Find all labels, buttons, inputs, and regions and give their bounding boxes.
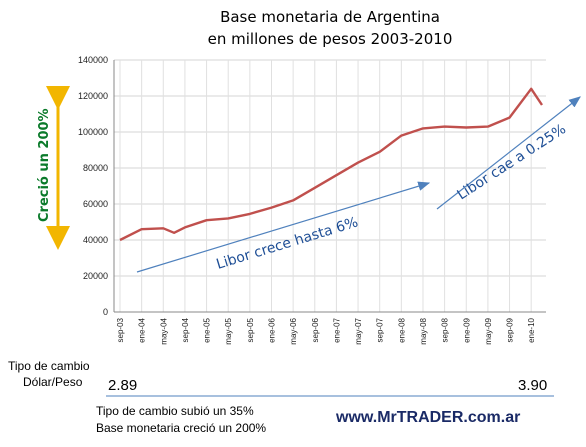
annotation-libor-cae: Libor cae a 0.25%	[454, 121, 569, 203]
tipo-cambio-start: 2.89	[108, 377, 137, 394]
x-tick-label: sep-03	[116, 317, 125, 342]
x-tick-label: ene-04	[138, 317, 147, 342]
arrow-libor-crece	[136, 181, 431, 273]
tipo-cambio-end: 3.90	[518, 377, 547, 394]
side-label-crecio: Creció un 200%	[37, 108, 52, 222]
x-tick-label: ene-06	[267, 317, 276, 342]
y-tick-label: 40000	[83, 235, 108, 245]
x-tick-label: may-06	[289, 317, 298, 344]
y-axis-ticks: 0 20000 40000 60000 80000 100000 120000 140000	[78, 55, 108, 317]
y-tick-label: 120000	[78, 91, 108, 101]
y-tick-label: 140000	[78, 55, 108, 65]
x-tick-label: sep-09	[506, 317, 515, 342]
x-tick-label: may-04	[159, 317, 168, 344]
website-url: www.MrTRADER.com.ar	[335, 409, 520, 426]
y-tick-label: 20000	[83, 271, 108, 281]
x-tick-label: ene-05	[203, 317, 212, 342]
tipo-cambio-label-2: Dólar/Peso	[23, 375, 83, 389]
x-tick-label: sep-06	[311, 317, 320, 342]
x-tick-label: may-05	[224, 317, 233, 344]
series-line-base-monetaria	[119, 87, 543, 242]
chart-title-line2: en millones de pesos 2003-2010	[208, 30, 453, 48]
chart-title-line1: Base monetaria de Argentina	[220, 8, 440, 26]
x-tick-label: sep-08	[441, 317, 450, 342]
x-tick-label: sep-07	[376, 317, 385, 342]
x-tick-label: ene-08	[397, 317, 406, 342]
x-tick-label: sep-04	[181, 317, 190, 342]
y-tick-label: 80000	[83, 163, 108, 173]
x-tick-label: may-07	[354, 317, 363, 344]
x-tick-label: ene-10	[527, 317, 536, 342]
x-axis-ticks: sep-03 ene-04 may-04 sep-04 ene-05 may-05 sep-…	[116, 317, 536, 344]
arrow-libor-cae	[436, 96, 581, 210]
x-tick-label: may-08	[419, 317, 428, 344]
note-base-monetaria: Base monetaria creció un 200%	[96, 421, 266, 435]
y-tick-label: 0	[103, 307, 108, 317]
note-tipo-cambio: Tipo de cambio subió un 35%	[96, 404, 254, 418]
y-tick-label: 60000	[83, 199, 108, 209]
x-tick-label: ene-07	[332, 317, 341, 342]
tipo-cambio-label-1: Tipo de cambio	[8, 359, 90, 373]
x-tick-label: ene-09	[462, 317, 471, 342]
x-tick-label: may-09	[484, 317, 493, 344]
x-tick-label: sep-05	[246, 317, 255, 342]
y-tick-label: 100000	[78, 127, 108, 137]
annotation-libor-crece: Libor crece hasta 6%	[214, 214, 360, 272]
